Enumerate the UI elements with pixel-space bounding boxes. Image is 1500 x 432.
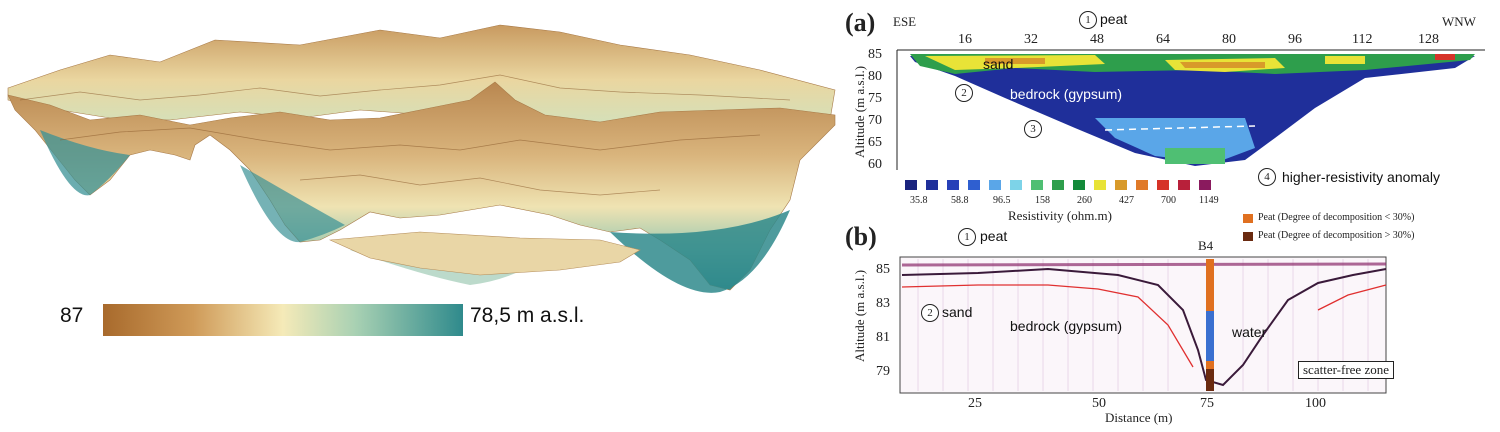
y-tick: 75 <box>868 91 882 106</box>
colorbar-label: 427 <box>1119 195 1134 206</box>
top-tick: 96 <box>1288 32 1302 47</box>
top-tick: 112 <box>1352 32 1373 47</box>
top-tick: 32 <box>1024 32 1038 47</box>
colorbar-swatch <box>926 180 938 190</box>
terrain-front-edge <box>328 231 641 276</box>
colorbar-swatch <box>1073 180 1085 190</box>
colorbar-label: 96.5 <box>993 195 1011 206</box>
panel-b-label: (b) <box>845 222 877 251</box>
legend-peat-low: Peat (Degree of decomposition < 30%) <box>1258 212 1415 223</box>
annot-peat-a: peat <box>1100 11 1128 27</box>
depression-center <box>240 165 345 243</box>
top-tick: 64 <box>1156 32 1170 47</box>
colorbar-label: 700 <box>1161 195 1176 206</box>
annot-bedrock-b: bedrock (gypsum) <box>1010 318 1123 334</box>
marker-4-a: 4 <box>1258 168 1276 186</box>
annot-anomaly: higher-resistivity anomaly <box>1282 169 1440 185</box>
colorbar-label: 158 <box>1035 195 1050 206</box>
y-tick: 85 <box>876 262 890 277</box>
borehole-label: B4 <box>1198 238 1214 253</box>
top-tick: 128 <box>1418 32 1439 47</box>
gpr-radargram <box>899 256 1387 394</box>
colorbar-title: Resistivity (ohm.m) <box>1008 208 1112 223</box>
colorbar-swatch <box>1199 180 1211 190</box>
colorbar-swatch <box>1052 180 1064 190</box>
marker-2-a: 2 <box>955 84 973 102</box>
x-tick: 75 <box>1200 396 1214 411</box>
colorbar-swatch <box>989 180 1001 190</box>
resistivity-colorbar <box>905 180 1225 192</box>
top-tick: 80 <box>1222 32 1236 47</box>
panel-a-y-axis-label: Altitude (m a.s.l.) <box>852 65 867 159</box>
colorbar-swatch <box>947 180 959 190</box>
x-tick: 50 <box>1092 396 1106 411</box>
colorbar-label: 35.8 <box>910 195 928 206</box>
legend-swatch-peat-high <box>1243 232 1253 241</box>
marker-1-b: 1 <box>958 228 976 246</box>
annot-peat-b: peat <box>980 228 1008 244</box>
panel-a-label: (a) <box>845 8 876 37</box>
marker-2-b: 2 <box>921 304 939 322</box>
colorbar-swatch <box>905 180 917 190</box>
scale-max-label: 87 <box>60 304 84 327</box>
top-tick: 48 <box>1090 32 1104 47</box>
colorbar-swatch <box>968 180 980 190</box>
y-tick: 65 <box>868 135 882 150</box>
y-tick: 60 <box>868 157 882 172</box>
colorbar-swatch <box>1115 180 1127 190</box>
annot-sand-b: sand <box>942 304 973 320</box>
depression-left <box>40 130 130 196</box>
top-tick: 16 <box>958 32 972 47</box>
x-tick: 100 <box>1305 396 1326 411</box>
colorbar-label: 58.8 <box>951 195 969 206</box>
colorbar-swatch <box>1031 180 1043 190</box>
legend-swatch-peat-low <box>1243 214 1253 223</box>
colorbar-swatch <box>1157 180 1169 190</box>
y-tick: 83 <box>876 296 890 311</box>
annot-water: water <box>1232 324 1267 340</box>
y-tick: 79 <box>876 364 890 379</box>
annot-sand-a: sand <box>983 56 1014 72</box>
colorbar-swatch <box>1136 180 1148 190</box>
x-tick: 25 <box>968 396 982 411</box>
annot-bedrock-a: bedrock (gypsum) <box>1010 86 1123 102</box>
panel-b-x-axis-label: Distance (m) <box>1105 410 1173 425</box>
y-tick: 70 <box>868 113 882 128</box>
depression-right <box>610 210 790 293</box>
colorbar-swatch <box>1010 180 1022 190</box>
elevation-color-scale <box>103 304 463 336</box>
marker-3-a: 3 <box>1024 120 1042 138</box>
colorbar-swatch <box>1178 180 1190 190</box>
legend-peat-high: Peat (Degree of decomposition > 30%) <box>1258 230 1415 241</box>
marker-1-a: 1 <box>1079 11 1097 29</box>
colorbar-label: 260 <box>1077 195 1092 206</box>
terrain-ridge-lines <box>19 74 791 196</box>
resistivity-section <box>896 49 1485 170</box>
scale-min-label: 78,5 m a.s.l. <box>470 304 585 327</box>
colorbar-label: 1149 <box>1199 195 1219 206</box>
terrain-3d-render <box>7 24 836 293</box>
y-tick: 81 <box>876 330 890 345</box>
annot-scatter-free-zone: scatter-free zone <box>1298 361 1394 379</box>
direction-wnw: WNW <box>1442 14 1476 29</box>
direction-ese: ESE <box>893 14 917 29</box>
colorbar-swatch <box>1094 180 1106 190</box>
y-tick: 85 <box>868 47 882 62</box>
panel-b-y-axis-label: Altitude (m a.s.l.) <box>852 269 867 363</box>
y-tick: 80 <box>868 69 882 84</box>
